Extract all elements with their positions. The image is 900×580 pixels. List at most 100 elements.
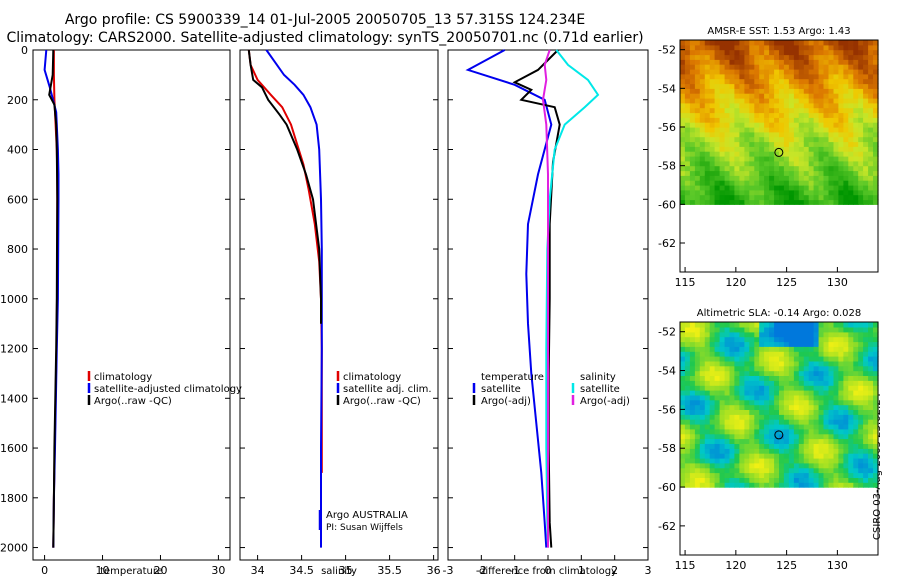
sst_map-cell: [684, 146, 691, 152]
sst_map-cell: [798, 54, 805, 60]
sst_map-xtick-label-0: 115: [675, 276, 696, 289]
sla_map-cell: [749, 443, 755, 449]
sla_map-cell: [813, 360, 820, 367]
sla_map-cell: [853, 423, 859, 430]
sst_map-cell: [744, 69, 750, 75]
sla_map-cell: [833, 351, 840, 357]
sst_map-cell: [774, 180, 780, 186]
sst_map-cell: [684, 160, 691, 167]
sla_map-cell: [843, 331, 849, 338]
sst_map-cell: [774, 73, 780, 80]
sst_map-cell: [818, 136, 825, 143]
sst_map-cell: [848, 131, 854, 138]
sst_map-cell: [739, 185, 745, 191]
sst_map-cell: [803, 112, 810, 118]
sla_map-cell: [868, 326, 874, 333]
sla_map-cell: [699, 467, 706, 474]
sst_map-cell: [818, 98, 825, 104]
sst_map-cell: [774, 175, 780, 181]
sla_map-cell: [779, 467, 785, 474]
sla_map-cell: [699, 423, 706, 430]
sla_map-cell: [793, 453, 800, 459]
sla_map-cell: [853, 443, 859, 449]
sla_map-cell: [828, 385, 835, 391]
sla_map-cell: [828, 414, 835, 420]
sla_map-cell: [863, 443, 869, 449]
sst_map-cell: [744, 49, 750, 56]
sst_map-cell: [833, 69, 840, 75]
sst_map-cell: [788, 73, 795, 80]
sla_map-cell: [863, 477, 869, 483]
sst_map-cell: [853, 199, 859, 205]
sst_map-cell: [848, 141, 854, 147]
sla_map-cell: [793, 322, 800, 328]
sst_map-cell: [818, 83, 825, 89]
sst_map-cell: [823, 170, 830, 176]
sst_map-cell: [729, 160, 735, 167]
sla_map-cell: [818, 356, 825, 362]
sst_map-cell: [734, 160, 740, 167]
sst_map-cell: [764, 146, 770, 152]
sst_map-cell: [689, 141, 696, 147]
sla_map-cell: [808, 356, 815, 362]
sst_map-cell: [704, 122, 711, 128]
sla_map-cell: [833, 331, 840, 338]
sst_map-cell: [764, 160, 770, 167]
sst_map-cell: [759, 165, 765, 172]
sla_map-cell: [709, 448, 716, 454]
sst_map-cell: [798, 199, 805, 205]
sst_map-cell: [774, 141, 780, 147]
sla_map-cell: [744, 322, 750, 328]
sst_map-cell: [739, 117, 745, 123]
sla_map-cell: [793, 428, 800, 435]
sla_map-cell: [754, 351, 760, 357]
sla_map-cell: [858, 370, 864, 376]
sla_map-cell: [848, 443, 854, 449]
sst_map-cell: [694, 83, 701, 89]
sst_map-cell: [823, 44, 830, 51]
sla_map-cell: [714, 360, 721, 367]
sla_map-cell: [739, 370, 745, 376]
sst_map-cell: [828, 175, 835, 181]
sst_map-cell: [783, 141, 790, 147]
sst_map-cell: [853, 117, 859, 123]
sst_map-cell: [680, 112, 686, 118]
sla_map-cell: [823, 365, 830, 372]
sla_map-cell: [714, 346, 721, 352]
sla_map-cell: [779, 457, 785, 464]
sst_map-cell: [739, 131, 745, 138]
sla_map-cell: [868, 390, 874, 396]
sst_map-cell: [853, 136, 859, 143]
sla_map-cell: [719, 409, 726, 415]
sla_map-cell: [699, 390, 706, 396]
sla_map-cell: [694, 356, 701, 362]
sst_map-cell: [868, 170, 874, 176]
sst_map-cell: [694, 44, 701, 51]
sla_map-cell: [754, 472, 760, 478]
sst_map-cell: [818, 88, 825, 94]
sst_map-cell: [769, 131, 775, 138]
difference-legend-temp-item-1: Argo(-adj): [481, 396, 531, 407]
sst_map-cell: [774, 88, 780, 94]
sst_map-cell: [729, 59, 735, 65]
sla_map-cell: [699, 365, 706, 372]
sst_map-cell: [803, 165, 810, 172]
sst_map-cell: [828, 151, 835, 157]
sst_map-cell: [684, 83, 691, 89]
sla_map-cell: [694, 336, 701, 343]
sla_map-cell: [779, 322, 785, 328]
sst_map-cell: [868, 194, 874, 201]
sst_map-cell: [868, 146, 874, 152]
sla_map-cell: [803, 438, 810, 444]
sst_map-cell: [833, 136, 840, 143]
sla_map-cell: [744, 365, 750, 372]
sla_map-cell: [719, 433, 726, 440]
sla_map-cell: [828, 336, 835, 343]
sst_map-cell: [813, 93, 820, 99]
sst_map-cell: [689, 194, 696, 201]
sla_map-cell: [848, 385, 854, 391]
sst_map-cell: [853, 151, 859, 157]
sla_map-cell: [863, 433, 869, 440]
sla_map-cell: [719, 457, 726, 464]
sla_map-cell: [783, 360, 790, 367]
